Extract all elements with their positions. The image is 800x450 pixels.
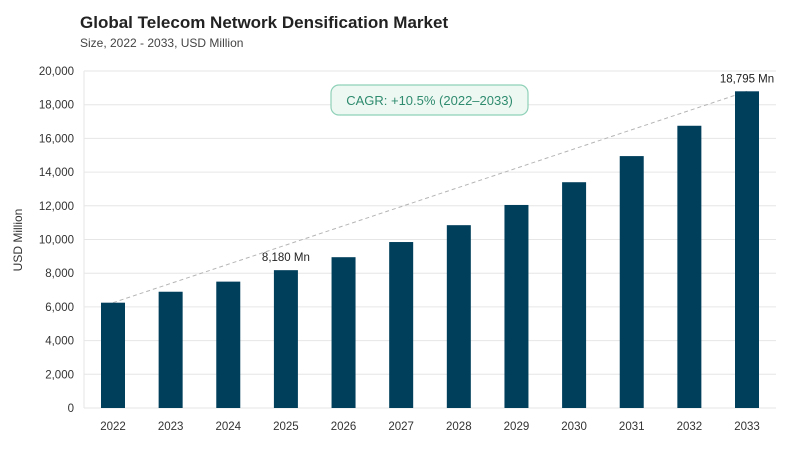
bar-2030 — [562, 182, 587, 408]
x-tick-label: 2027 — [388, 421, 414, 433]
bar-2028 — [446, 225, 471, 408]
y-axis-label: USD Million — [11, 209, 25, 272]
x-tick-label: 2022 — [100, 421, 126, 433]
cagr-badge: CAGR: +10.5% (2022–2033) — [330, 84, 529, 116]
bar-2031 — [619, 156, 644, 408]
x-tick-label: 2024 — [215, 421, 241, 433]
x-tick-label: 2029 — [504, 421, 530, 433]
y-tick-label: 16,000 — [39, 133, 74, 145]
x-tick-label: 2026 — [331, 421, 357, 433]
y-tick-label: 8,000 — [45, 268, 74, 280]
chart-subtitle: Size, 2022 - 2033, USD Million — [80, 36, 243, 50]
bar-2023 — [158, 291, 183, 408]
grid-layer: 0 2,000 4,000 6,000 8,000 10,000 12,000 14,000 1… — [39, 66, 776, 415]
y-tick-label: 14,000 — [39, 167, 74, 179]
y-tick-label: 4,000 — [45, 336, 74, 348]
y-tick-label: 2,000 — [45, 369, 74, 381]
y-tick-label: 0 — [68, 403, 74, 415]
cagr-label: CAGR: +10.5% (2022–2033) — [346, 93, 513, 108]
bars-layer: 2022 2023 2024 2025 2026 2027 2028 2029 2030 2031… — [100, 91, 760, 433]
y-tick-label: 18,000 — [39, 100, 74, 112]
data-label-2025: 8,180 Mn — [262, 252, 310, 264]
bar-2022 — [101, 302, 125, 408]
trend-layer — [112, 90, 748, 304]
y-tick-label: 20,000 — [39, 66, 74, 78]
bar-2032 — [677, 125, 702, 408]
labels-layer: 8,180 Mn 18,795 Mn — [262, 73, 774, 264]
x-tick-label: 2025 — [273, 421, 299, 433]
x-tick-label: 2028 — [446, 421, 472, 433]
x-tick-label: 2032 — [677, 421, 703, 433]
chart-title: Global Telecom Network Densification Mar… — [80, 13, 448, 32]
x-tick-label: 2033 — [734, 421, 760, 433]
bar-2029 — [504, 204, 529, 408]
x-tick-label: 2030 — [561, 421, 587, 433]
bar-2024 — [216, 281, 241, 408]
y-tick-label: 12,000 — [39, 201, 74, 213]
bar-2027 — [389, 242, 414, 408]
bar-2026 — [331, 257, 356, 408]
cagr-trend-line — [112, 90, 748, 304]
x-tick-label: 2031 — [619, 421, 645, 433]
cagr-badge-box — [330, 84, 529, 116]
y-tick-label: 10,000 — [39, 235, 74, 247]
x-tick-label: 2023 — [158, 421, 184, 433]
bar-2025 — [273, 270, 298, 408]
data-label-2033: 18,795 Mn — [720, 73, 774, 85]
bar-2033 — [735, 91, 759, 408]
y-tick-label: 6,000 — [45, 302, 74, 314]
